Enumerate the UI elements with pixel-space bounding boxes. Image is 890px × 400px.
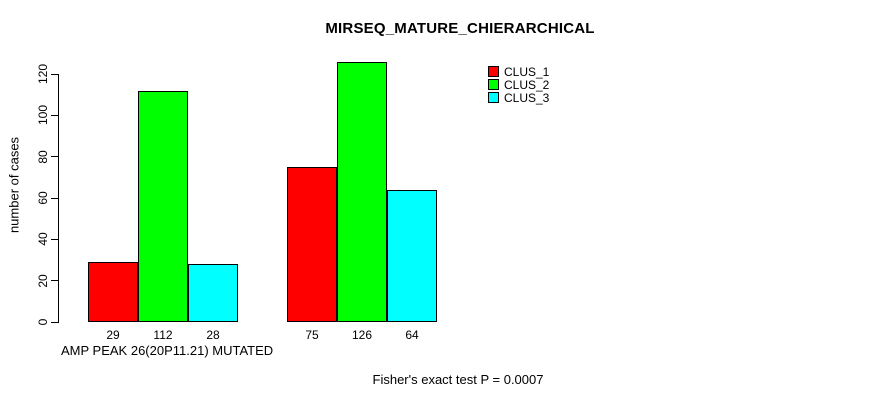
legend-swatch-clus_1 bbox=[488, 66, 499, 77]
bar-value-label: 75 bbox=[305, 328, 319, 342]
legend-row: CLUS_1 bbox=[488, 64, 550, 79]
footer-note: Fisher's exact test P = 0.0007 bbox=[372, 372, 544, 387]
y-tick bbox=[51, 321, 58, 323]
bar-value-label: 28 bbox=[206, 328, 220, 342]
group-label: AMP PEAK 26(20P11.21) MUTATED bbox=[61, 343, 274, 358]
y-axis-label: number of cases bbox=[6, 136, 22, 234]
chart-title: MIRSEQ_MATURE_CHIERARCHICAL bbox=[325, 20, 595, 37]
legend: CLUS_1 CLUS_2 CLUS_3 bbox=[488, 64, 550, 105]
legend-label: CLUS_2 bbox=[504, 77, 550, 92]
legend-label: CLUS_1 bbox=[504, 64, 550, 79]
bar-clus_2-group1 bbox=[138, 90, 188, 322]
y-tick-label: 60 bbox=[36, 191, 50, 205]
bar-value-label: 29 bbox=[106, 328, 120, 342]
y-axis bbox=[58, 74, 59, 323]
legend-label: CLUS_3 bbox=[504, 90, 550, 105]
bar-clus_1-group1 bbox=[88, 262, 138, 322]
legend-row: CLUS_3 bbox=[488, 90, 550, 105]
bar-value-label: 112 bbox=[153, 328, 173, 342]
bar-value-label: 126 bbox=[351, 328, 373, 342]
y-tick bbox=[51, 73, 58, 75]
y-tick bbox=[51, 280, 58, 282]
y-tick-label: 0 bbox=[36, 318, 50, 326]
bar-clus_2-group2 bbox=[337, 61, 387, 322]
bar-clus_3-group2 bbox=[387, 189, 437, 322]
y-tick bbox=[51, 114, 58, 116]
y-tick-label: 120 bbox=[36, 63, 50, 85]
y-tick bbox=[51, 238, 58, 240]
bar-value-label: 64 bbox=[405, 328, 419, 342]
y-tick-label: 100 bbox=[36, 105, 50, 126]
bar-clus_3-group1 bbox=[188, 264, 238, 322]
y-tick bbox=[51, 156, 58, 158]
y-tick-label: 20 bbox=[36, 273, 50, 288]
y-tick-label: 40 bbox=[36, 232, 50, 247]
legend-swatch-clus_3 bbox=[488, 92, 499, 103]
y-tick bbox=[51, 197, 58, 199]
bar-clus_1-group2 bbox=[287, 167, 337, 322]
y-tick-label: 80 bbox=[36, 149, 50, 164]
legend-swatch-clus_2 bbox=[488, 79, 499, 90]
legend-row: CLUS_2 bbox=[488, 77, 550, 92]
